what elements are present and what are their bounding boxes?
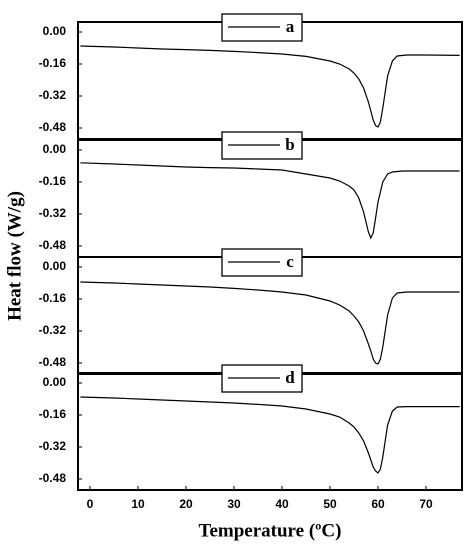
x-tick-label: 20 [179, 497, 193, 511]
y-tick-label: -0.16 [39, 56, 67, 70]
x-tick-label: 10 [131, 497, 145, 511]
y-tick-label: 0.00 [43, 375, 67, 389]
legend-label: b [285, 135, 294, 154]
data-line [80, 45, 460, 128]
x-tick-label: 40 [275, 497, 289, 511]
y-axis-title: Heat flow (W/g) [4, 191, 25, 321]
y-tick-label: -0.32 [39, 323, 67, 337]
x-tick-label: 70 [419, 497, 433, 511]
x-tick-label: 0 [87, 497, 94, 511]
data-line [80, 396, 460, 474]
y-tick-label: -0.32 [39, 439, 67, 453]
y-tick-label: 0.00 [43, 259, 67, 273]
legend-label: d [285, 368, 295, 387]
y-tick-label: -0.32 [39, 88, 67, 102]
y-tick-label: -0.16 [39, 407, 67, 421]
y-tick-label: -0.16 [39, 174, 67, 188]
legend-label: c [286, 252, 294, 271]
y-tick-label: -0.48 [39, 120, 67, 134]
y-tick-label: -0.48 [39, 355, 67, 369]
x-tick-label: 50 [323, 497, 337, 511]
y-tick-label: -0.48 [39, 471, 67, 485]
y-tick-label: -0.16 [39, 291, 67, 305]
legend-label: a [286, 17, 295, 36]
data-line [80, 281, 460, 365]
x-tick-label: 30 [227, 497, 241, 511]
data-line [80, 162, 460, 240]
x-axis-title: Temperature (ºC) [199, 520, 342, 541]
y-tick-label: 0.00 [43, 24, 67, 38]
x-tick-label: 60 [371, 497, 385, 511]
y-tick-label: 0.00 [43, 142, 67, 156]
y-tick-label: -0.48 [39, 238, 67, 252]
y-tick-label: -0.32 [39, 206, 67, 220]
